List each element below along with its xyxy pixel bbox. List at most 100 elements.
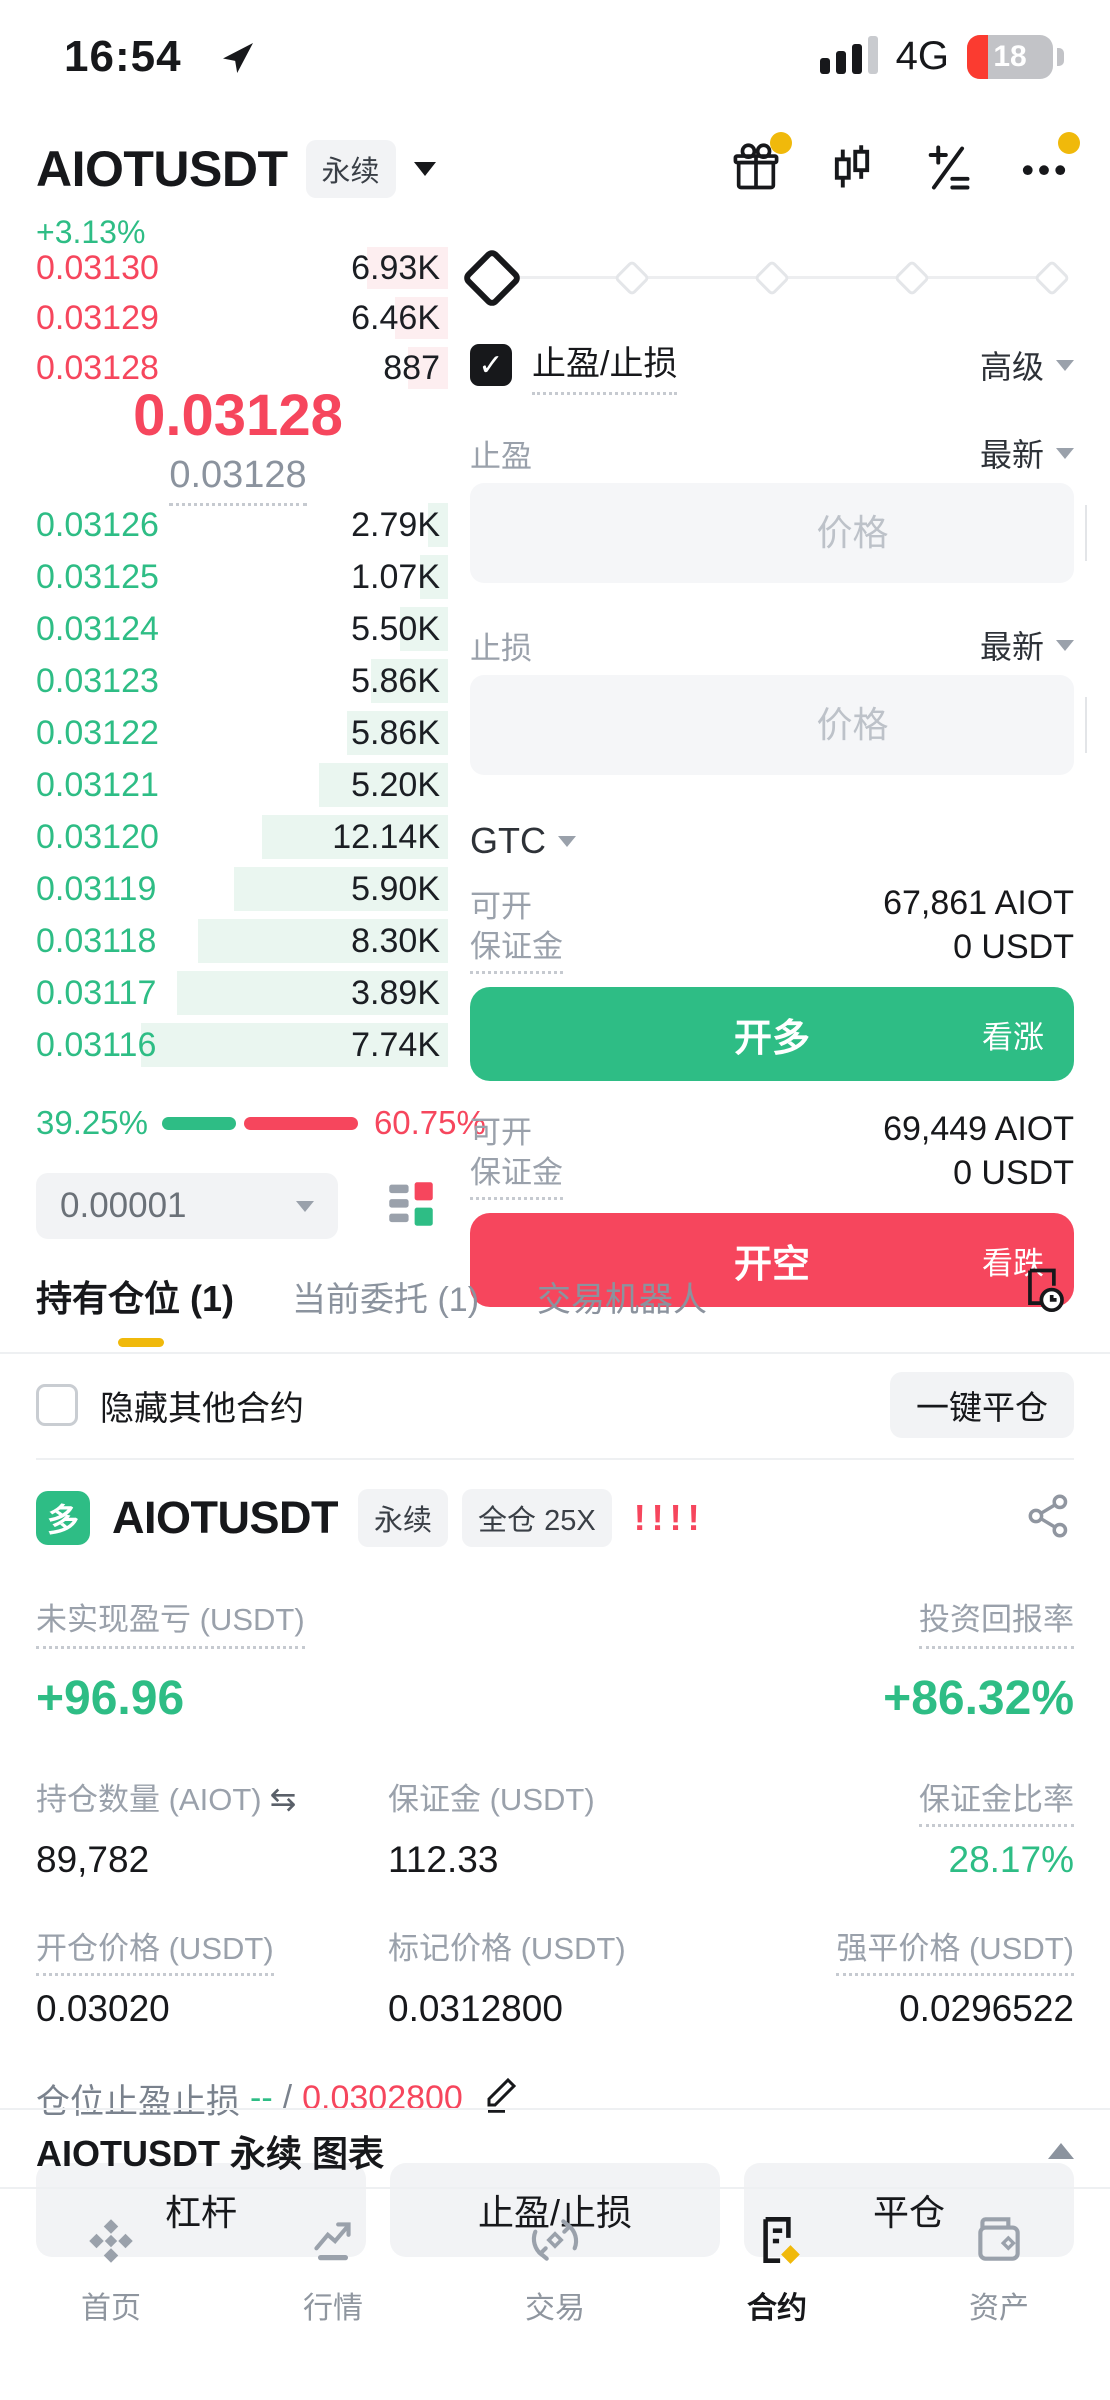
bid-qty: 8.30K (351, 921, 440, 960)
nav-markets-label: 行情 (303, 2292, 363, 2325)
ask-row[interactable]: 0.03128 887 (36, 343, 448, 393)
bid-row[interactable]: 0.03124 5.50K (36, 603, 448, 655)
short-available-label: 可开 (470, 1114, 532, 1150)
position-tp-value: -- (250, 2079, 273, 2117)
nav-futures-label: 合约 (747, 2292, 807, 2325)
position-tpsl-label: 仓位止盈止损 (36, 2083, 240, 2121)
rewards-gift-button[interactable] (730, 132, 792, 194)
position-margin-value: 112.33 (388, 1839, 499, 1880)
sell-ratio-bar (243, 1116, 358, 1130)
chart-section-title: AIOTUSDT 永续 图表 (36, 2133, 384, 2174)
symbol-title: AIOTUSDT (36, 141, 288, 197)
tab-trading-bots[interactable]: 交易机器人 (537, 1280, 708, 1319)
roe-value: +86.32% (883, 1672, 1074, 1725)
liq-price-label: 强平价格 (USDT) (836, 1931, 1074, 1976)
tpsl-checkbox-label[interactable]: 止盈/止损 (532, 336, 678, 395)
bid-price: 0.03118 (36, 921, 157, 960)
long-available-label: 可开 (470, 888, 532, 924)
take-profit-unit-select[interactable]: USDT (1085, 505, 1110, 561)
open-long-label: 开多 (733, 1017, 810, 1060)
ask-price: 0.03128 (36, 348, 159, 387)
liq-price-value: 0.0296522 (899, 1988, 1074, 2029)
slider-step[interactable] (893, 259, 931, 297)
time-in-force-value: GTC (470, 820, 546, 861)
calculator-button[interactable] (922, 142, 974, 194)
nav-assets[interactable]: 资产 (888, 2189, 1110, 2400)
chart-section-header[interactable]: AIOTUSDT 永续 图表 (36, 2118, 1074, 2184)
chevron-down-icon (1056, 447, 1074, 459)
tick-size-value: 0.00001 (60, 1186, 187, 1225)
swap-units-icon[interactable]: ⇆ (269, 1781, 297, 1817)
ask-row[interactable]: 0.03130 6.93K (36, 243, 448, 293)
amount-slider[interactable] (460, 245, 1074, 315)
stop-loss-unit-select[interactable]: USDT (1085, 697, 1110, 753)
stop-loss-price-input[interactable] (470, 675, 1085, 775)
tick-size-select[interactable]: 0.00001 (36, 1173, 338, 1239)
network-type: 4G (895, 34, 949, 78)
open-short-button[interactable]: 开空 看跌 (470, 1213, 1074, 1307)
take-profit-label: 止盈 (470, 438, 532, 474)
tab-open-orders[interactable]: 当前委托 (1) (292, 1280, 480, 1319)
share-position-button[interactable] (1024, 1491, 1074, 1546)
slider-step[interactable] (753, 259, 791, 297)
hide-other-contracts-label[interactable]: 隐藏其他合约 (100, 1389, 304, 1428)
unrealized-pnl-label: 未实现盈亏 (USDT) (36, 1594, 305, 1649)
stop-loss-trigger-select[interactable]: 最新 (980, 622, 1074, 668)
nav-home-label: 首页 (81, 2292, 141, 2325)
bid-row[interactable]: 0.03121 5.20K (36, 759, 448, 811)
nav-futures[interactable]: 合约 (666, 2189, 888, 2400)
bid-price: 0.03122 (36, 713, 159, 752)
order-history-button[interactable] (1018, 1264, 1068, 1319)
nav-markets[interactable]: 行情 (222, 2189, 444, 2400)
take-profit-price-input[interactable] (470, 483, 1085, 583)
unrealized-pnl-value: +96.96 (36, 1672, 185, 1725)
ask-row[interactable]: 0.03129 6.46K (36, 293, 448, 343)
bid-row[interactable]: 0.03123 5.86K (36, 655, 448, 707)
tpsl-checkbox[interactable]: ✓ (470, 344, 512, 386)
index-price[interactable]: 0.03128 (169, 454, 307, 507)
bid-row[interactable]: 0.03126 2.79K (36, 499, 448, 551)
slider-step[interactable] (613, 259, 651, 297)
binance-logo-icon (89, 2219, 133, 2263)
position-size-value: 89,782 (36, 1839, 150, 1880)
chart-candles-button[interactable] (826, 142, 878, 194)
bid-row[interactable]: 0.03119 5.90K (36, 863, 448, 915)
more-menu-button[interactable] (1018, 132, 1080, 194)
bid-row[interactable]: 0.03118 8.30K (36, 915, 448, 967)
tpsl-button[interactable]: 止盈/止损 (390, 2163, 720, 2257)
slider-step[interactable] (1033, 259, 1071, 297)
roe-label: 投资回报率 (919, 1594, 1074, 1649)
position-margin-label: 保证金 (USDT) (388, 1782, 595, 1817)
bid-row[interactable]: 0.03122 5.86K (36, 707, 448, 759)
last-price[interactable]: 0.03128 (133, 382, 343, 448)
open-long-button[interactable]: 开多 看涨 (470, 987, 1074, 1081)
hide-other-contracts-checkbox[interactable] (36, 1384, 78, 1426)
bid-row[interactable]: 0.03125 1.07K (36, 551, 448, 603)
nav-trade[interactable]: 交易 (444, 2189, 666, 2400)
long-side-badge: 多 (36, 1491, 90, 1545)
margin-mode-badge[interactable]: 全仓 25X (462, 1489, 612, 1547)
short-margin-value: 0 USDT (953, 1153, 1074, 1192)
close-all-positions-button[interactable]: 一键平仓 (890, 1372, 1074, 1438)
ask-qty: 6.46K (351, 298, 440, 337)
orderbook-layout-button[interactable] (382, 1175, 440, 1238)
tab-positions[interactable]: 持有仓位 (1) (36, 1278, 235, 1319)
long-available-value: 67,861 AIOT (883, 883, 1074, 922)
long-margin-value: 0 USDT (953, 927, 1074, 966)
bid-row[interactable]: 0.03116 7.74K (36, 1019, 448, 1071)
time-in-force-select[interactable]: GTC (470, 817, 1074, 865)
symbol-selector[interactable]: AIOTUSDT 永续 (36, 140, 436, 198)
price-change-percent: +3.13% (36, 214, 146, 250)
tpsl-separator: / (282, 2079, 293, 2117)
bid-row[interactable]: 0.03117 3.89K (36, 967, 448, 1019)
edit-tpsl-button[interactable] (481, 2074, 521, 2123)
slider-handle[interactable] (460, 246, 524, 310)
nav-home[interactable]: 首页 (0, 2189, 222, 2400)
chevron-down-icon (1056, 359, 1074, 371)
tpsl-mode-select[interactable]: 高级 (980, 342, 1074, 388)
ask-depth-bar (395, 297, 448, 339)
short-available-value: 69,449 AIOT (883, 1109, 1074, 1148)
stop-loss-trigger-value: 最新 (979, 629, 1044, 665)
bid-row[interactable]: 0.03120 12.14K (36, 811, 448, 863)
take-profit-trigger-select[interactable]: 最新 (980, 430, 1074, 476)
